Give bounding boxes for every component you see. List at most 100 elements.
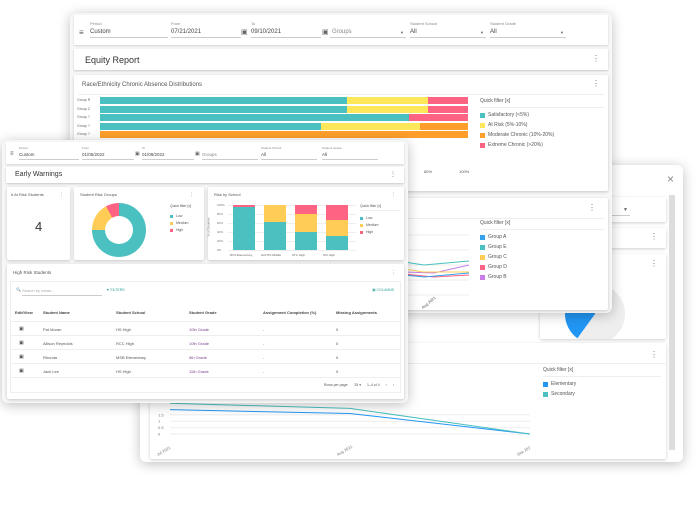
filters-button[interactable]: ▼ FILTERS (106, 288, 125, 292)
legend-item-group-b[interactable]: Group B (480, 274, 604, 280)
edit-view-icon[interactable]: ▣ (19, 354, 24, 360)
close-icon[interactable]: × (666, 172, 674, 186)
kebab-menu-icon[interactable]: ⋮ (650, 259, 658, 268)
kebab-menu-icon[interactable]: ⋮ (592, 54, 600, 63)
x-tick: 100% (459, 169, 470, 174)
legend-item-extreme-chronic[interactable]: Extreme Chronic (>20%) (480, 142, 604, 148)
kebab-menu-icon[interactable]: ⋮ (391, 270, 396, 276)
edit-view-icon[interactable]: ▣ (19, 340, 24, 346)
bar-segment[interactable] (409, 114, 468, 121)
calendar-icon[interactable]: ▣ (241, 29, 248, 36)
bar-segment[interactable] (326, 205, 348, 220)
kebab-menu-icon[interactable]: ⋮ (189, 192, 194, 198)
bar-segment[interactable] (326, 235, 348, 250)
calendar-icon[interactable]: ▣ (322, 29, 329, 36)
bar-segment[interactable] (295, 205, 317, 214)
table-row[interactable]: ▣ Jack Lee HS High 11th Grade - 0 (11, 364, 400, 378)
calendar-icon[interactable]: ▣ (135, 151, 140, 157)
search-input[interactable]: Search by name... (22, 288, 102, 296)
bar-segment[interactable] (100, 131, 468, 138)
table-row[interactable]: ▣ Pat Moran HS High 10th Grade - 0 (11, 322, 400, 336)
bar-segment[interactable] (346, 97, 428, 104)
from-date-input[interactable]: 07/21/2021 (171, 29, 202, 35)
kebab-menu-icon[interactable]: ⋮ (650, 350, 658, 359)
filter-icon[interactable]: ≡ (10, 151, 14, 157)
legend-item-group-a[interactable]: Group A (480, 234, 604, 240)
table-row[interactable]: ▣ Rhonda MSB Elementary 5th Grade - 0 (11, 350, 400, 364)
next-page-button[interactable]: › (392, 383, 394, 387)
legend-title[interactable]: Quick filter [x] (360, 204, 400, 211)
table-row[interactable]: ▣ Allison Reynolds RCC High 10th Grade - 0 (11, 336, 400, 350)
calendar-icon[interactable]: ▣ (195, 151, 200, 157)
legend-item-medium[interactable]: Medium (170, 221, 202, 225)
edit-view-icon[interactable]: ▣ (19, 326, 24, 332)
grade-select[interactable]: All (490, 29, 497, 35)
table-cell: - (263, 369, 265, 374)
bar-segment[interactable] (320, 122, 421, 130)
edit-view-icon[interactable]: ▣ (19, 368, 24, 374)
legend-item-group-c[interactable]: Group C (480, 254, 604, 260)
bar-segment[interactable] (100, 122, 321, 130)
legend-title[interactable]: Quick filter [x] (543, 367, 661, 377)
kebab-menu-icon[interactable]: ⋮ (59, 192, 64, 198)
bar-segment[interactable] (233, 207, 255, 250)
bar-segment[interactable] (420, 122, 468, 130)
bar-segment[interactable] (295, 214, 317, 232)
bar-segment[interactable] (427, 105, 468, 113)
bar-segment[interactable] (100, 105, 347, 113)
legend-item-at-risk[interactable]: At Risk (5%-10%) (480, 122, 604, 128)
to-date-input[interactable]: 09/10/2021 (251, 29, 282, 35)
legend-item-moderate-chronic[interactable]: Moderate Chronic (10%-20%) (480, 132, 604, 138)
bar-segment[interactable] (233, 205, 255, 208)
bar-segment[interactable] (264, 222, 286, 250)
column-header[interactable]: Student Grade (189, 310, 217, 315)
school-select[interactable]: All (410, 29, 417, 35)
columns-button[interactable]: ▦ COLUMNS (372, 288, 394, 292)
kebab-menu-icon[interactable]: ⋮ (650, 232, 658, 241)
legend-title[interactable]: Quick filter [x] (480, 98, 604, 108)
legend-title[interactable]: Quick filter [x] (480, 220, 604, 230)
bar-segment[interactable] (100, 114, 410, 121)
to-date-input[interactable]: 01/09/2022 (142, 152, 165, 157)
legend-item-group-e[interactable]: Group E (480, 244, 604, 250)
grade-select[interactable]: All (322, 152, 328, 157)
from-date-input[interactable]: 01/05/2022 (82, 152, 105, 157)
kebab-menu-icon[interactable]: ⋮ (592, 79, 600, 88)
groups-select[interactable]: Groups (332, 29, 352, 35)
chevron-down-icon[interactable]: ▼ (623, 207, 628, 213)
rows-per-page-select[interactable]: 25 ▾ (354, 383, 361, 387)
kebab-menu-icon[interactable]: ⋮ (390, 172, 396, 178)
series-secondary[interactable] (169, 402, 530, 435)
legend-item-high[interactable]: High (360, 230, 400, 234)
filter-icon[interactable]: ≡ (79, 28, 84, 37)
bar-segment[interactable] (100, 97, 347, 104)
legend-item-satisfactory[interactable]: Satisfactory (<5%) (480, 112, 604, 118)
scrollbar[interactable] (669, 195, 675, 450)
school-select[interactable]: All (261, 152, 267, 157)
legend-item-elementary[interactable]: Elementary (543, 381, 661, 387)
bar-segment[interactable] (346, 105, 428, 113)
kebab-menu-icon[interactable]: ⋮ (588, 203, 596, 212)
column-header[interactable]: Student Name (43, 310, 70, 315)
groups-select[interactable]: Groups (202, 152, 217, 157)
legend-item-low[interactable]: Low (360, 216, 400, 220)
kebab-menu-icon[interactable]: ⋮ (391, 192, 396, 198)
bar-segment[interactable] (264, 205, 286, 223)
legend-item-high[interactable]: High (170, 228, 202, 232)
bar-segment[interactable] (295, 232, 317, 250)
bar-segment[interactable] (326, 219, 348, 236)
column-header[interactable]: Assignment Completion (%) (263, 310, 317, 315)
column-header[interactable]: Edit/View (15, 310, 33, 315)
prev-page-button[interactable]: ‹ (385, 383, 387, 387)
legend-title[interactable]: Quick filter [x] (170, 204, 192, 208)
period-select[interactable]: Custom (90, 29, 111, 35)
bar-segment[interactable] (427, 97, 468, 104)
column-header[interactable]: Missing Assignments (336, 310, 377, 315)
legend-item-secondary[interactable]: Secondary (543, 391, 661, 397)
column-header[interactable]: Student School (116, 310, 146, 315)
legend-item-group-d[interactable]: Group D (480, 264, 604, 270)
legend-item-low[interactable]: Low (170, 214, 202, 218)
series-elementary[interactable] (169, 409, 530, 435)
legend-item-medium[interactable]: Medium (360, 223, 400, 227)
period-select[interactable]: Custom (19, 152, 35, 157)
